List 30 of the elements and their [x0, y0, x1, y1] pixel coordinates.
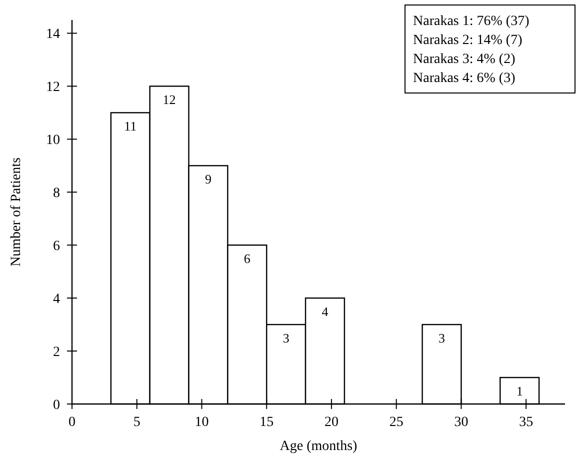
- x-tick-label: 20: [324, 415, 338, 430]
- y-tick-label: 8: [53, 186, 60, 202]
- annotation: Narakas 1: 76% (37): [413, 14, 530, 29]
- y-axis-title: Number of Patients: [9, 158, 24, 266]
- y-tick-label: 4: [53, 292, 60, 308]
- x-tick-label: 5: [133, 415, 140, 430]
- data-label: 12: [162, 92, 176, 108]
- x-tick-label: 15: [260, 415, 274, 430]
- y-tick-label: 10: [46, 133, 60, 148]
- data-label: 3: [282, 330, 290, 346]
- y-tick-label: 0: [53, 398, 60, 413]
- data-label: 3: [438, 330, 445, 346]
- data-label: 9: [204, 172, 212, 187]
- y-tick-label: 14: [46, 27, 60, 42]
- x-tick-label: 35: [519, 415, 534, 430]
- annotation: Narakas 2: 14% (7): [413, 33, 523, 48]
- x-tick-label: 30: [454, 415, 468, 430]
- y-tick-label: 12: [46, 80, 60, 96]
- y-tick-label: 6: [53, 239, 60, 254]
- y-tick-label: 2: [53, 345, 60, 360]
- x-axis-title: Age (months): [280, 439, 358, 454]
- annotation: Narakas 3: 4% (2): [413, 52, 516, 67]
- x-tick-label: 0: [68, 415, 76, 430]
- x-tick-label: 10: [194, 415, 209, 430]
- data-label: 1: [516, 384, 523, 399]
- annotation: Narakas 4: 6% (3): [413, 71, 516, 86]
- x-tick-label: 25: [389, 415, 404, 430]
- data-label: 6: [244, 251, 251, 266]
- data-label: 11: [124, 118, 137, 134]
- data-label: 4: [322, 304, 329, 320]
